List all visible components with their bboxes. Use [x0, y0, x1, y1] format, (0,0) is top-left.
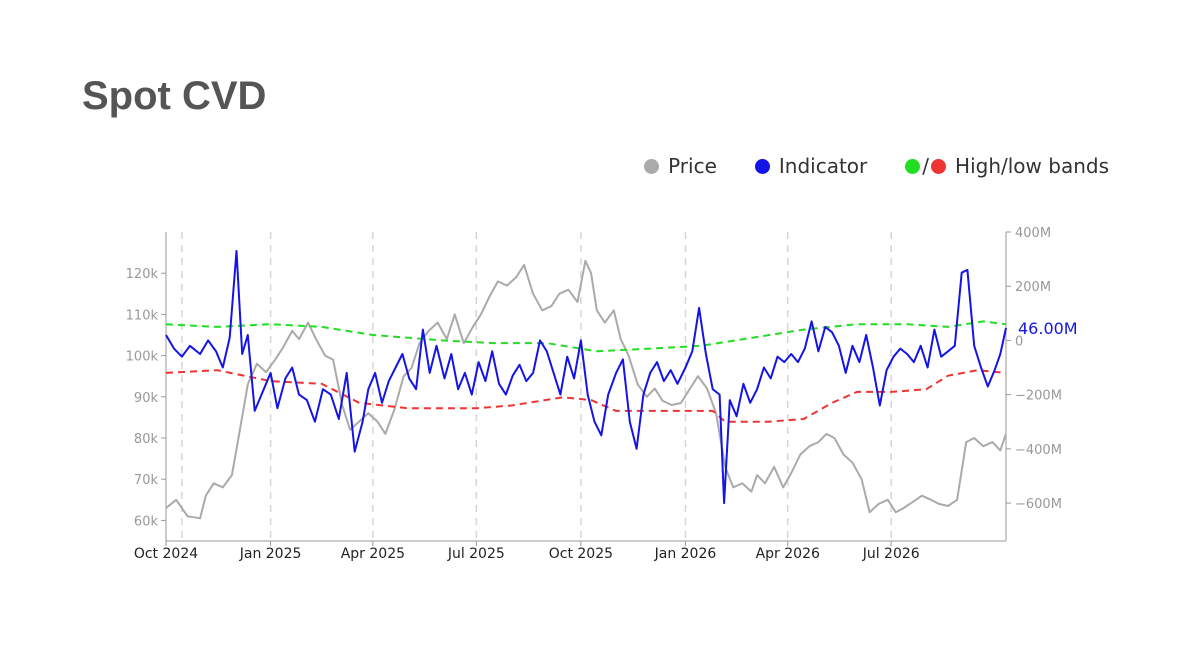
chart-title: Spot CVD [82, 74, 267, 118]
current-value-label: 46.00M [1018, 319, 1078, 338]
legend-item-indicator[interactable]: Indicator [754, 154, 868, 178]
right-tick-label-5: −600M [1015, 497, 1062, 512]
legend-label-indicator: Indicator [778, 154, 868, 178]
left-tick-label-5: 110k [126, 308, 159, 323]
left-tick-label-3: 90k [134, 391, 159, 406]
left-tick-label-4: 100k [126, 350, 159, 365]
x-tick-label-5: Jan 2026 [654, 546, 717, 562]
gridlines [181, 232, 892, 541]
x-tick-label-3: Jul 2025 [447, 546, 505, 562]
series-line-low-band [165, 369, 1007, 423]
series-line-high-band [165, 320, 1007, 353]
series-line-indicator [165, 250, 1007, 505]
legend-item-price[interactable]: Price [644, 154, 717, 178]
right-tick-label-3: −200M [1015, 389, 1062, 404]
legend-label-bands: High/low bands [955, 154, 1109, 178]
x-tick-label-1: Jan 2025 [239, 546, 302, 562]
series-line-price [165, 259, 1007, 520]
left-tick-label-0: 60k [134, 514, 159, 529]
chart-legend: Price Indicator / High/low bands [606, 154, 1109, 178]
x-tick-label-6: Apr 2026 [756, 546, 820, 562]
right-tick-label-4: −400M [1015, 443, 1062, 458]
x-tick-label-2: Apr 2025 [341, 546, 405, 562]
left-tick-label-1: 70k [134, 473, 159, 488]
right-tick-label-2: 0 [1015, 334, 1023, 349]
left-tick-label-2: 80k [134, 432, 159, 447]
high-band-dot-icon [905, 158, 921, 174]
x-tick-label-0: Oct 2024 [134, 546, 198, 562]
right-tick-label-0: 400M [1015, 226, 1051, 241]
right-tick-label-1: 200M [1015, 280, 1051, 295]
indicator-dot-icon [754, 158, 770, 174]
x-tick-label-7: Jul 2026 [862, 546, 920, 562]
legend-slash: / [922, 154, 930, 178]
legend-label-price: Price [668, 154, 717, 178]
axes [161, 231, 1011, 546]
low-band-dot-icon [931, 158, 947, 174]
price-dot-icon [644, 158, 660, 174]
legend-item-bands[interactable]: / High/low bands [905, 154, 1109, 178]
tick-labels: 60k 70k 80k 90k 100k 110k 120k 400M 200M 0 −200M −4… [126, 226, 1078, 562]
left-tick-label-6: 120k [126, 267, 159, 282]
series-lines [165, 250, 1007, 520]
x-tick-label-4: Oct 2025 [549, 546, 613, 562]
